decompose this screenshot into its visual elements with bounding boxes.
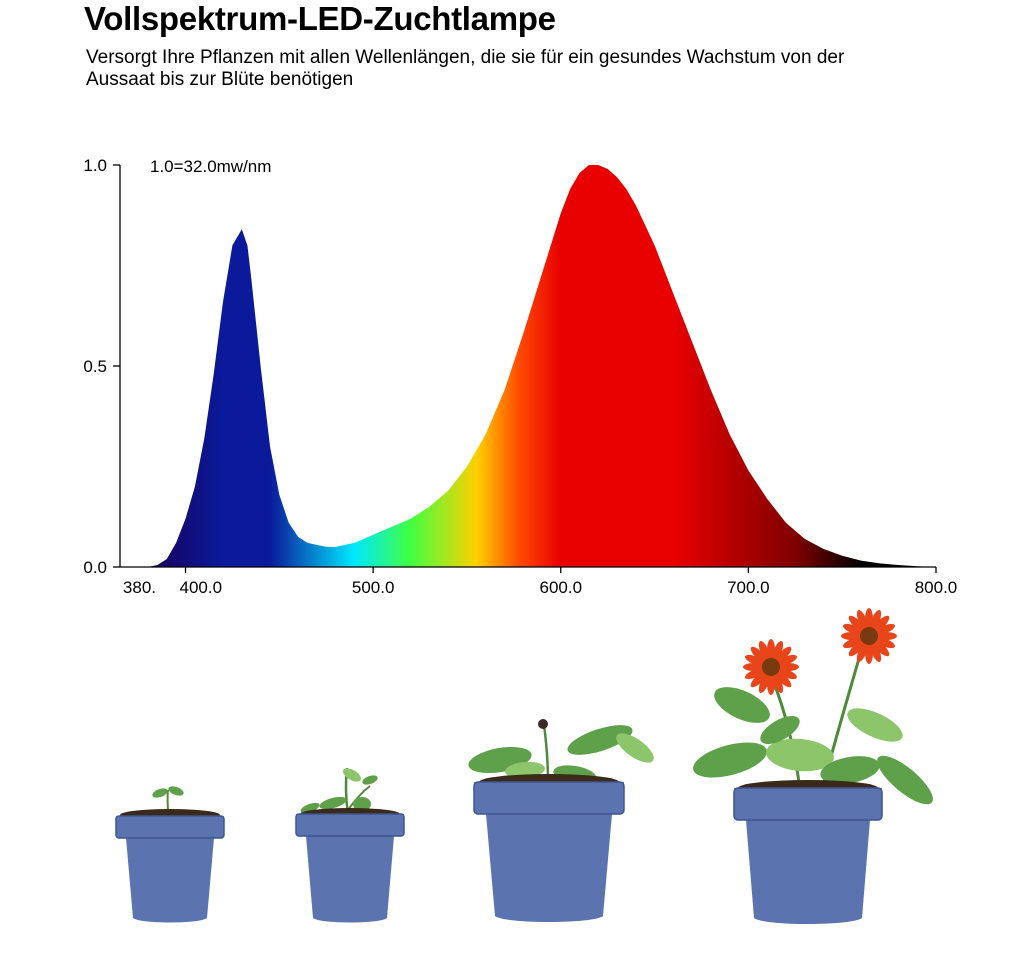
flower-bud bbox=[538, 719, 548, 729]
plot-area: 0.0 0.5 1.0 380. 400.0 500.0 600.0 700.0 800.0 bbox=[83, 156, 957, 597]
spectrum-chart: 0.0 0.5 1.0 380. 400.0 500.0 600.0 700.0 800.0 1… bbox=[83, 156, 957, 597]
petal bbox=[745, 667, 766, 680]
x-tick-label: 600.0 bbox=[539, 578, 582, 597]
petal bbox=[874, 636, 895, 649]
petal bbox=[750, 670, 768, 688]
petal bbox=[776, 667, 797, 680]
petal bbox=[874, 623, 895, 636]
x-tick-label: 800.0 bbox=[915, 578, 958, 597]
gerbera-flower bbox=[841, 608, 897, 664]
petal bbox=[750, 646, 768, 664]
x-tick-label: 380. bbox=[123, 578, 156, 597]
x-tick-label: 700.0 bbox=[727, 578, 770, 597]
petal bbox=[776, 654, 797, 667]
petal bbox=[758, 641, 771, 662]
petal bbox=[872, 615, 890, 633]
y-tick-label: 0.0 bbox=[83, 558, 107, 577]
petal bbox=[869, 610, 882, 631]
petal bbox=[758, 672, 771, 693]
spectrum-area-0 bbox=[148, 165, 936, 567]
petal bbox=[774, 670, 792, 688]
x-tick-label: 500.0 bbox=[352, 578, 395, 597]
petal bbox=[771, 672, 784, 693]
petal bbox=[774, 646, 792, 664]
y-tick-label: 1.0 bbox=[83, 156, 107, 175]
page-title: Vollspektrum-LED-Zuchtlampe bbox=[84, 0, 556, 37]
petal bbox=[771, 641, 784, 662]
petal bbox=[745, 654, 766, 667]
pot-flowering-plant bbox=[693, 608, 933, 924]
plant-growth-illustration bbox=[115, 608, 933, 924]
petal bbox=[848, 615, 866, 633]
petal bbox=[872, 639, 890, 657]
gerbera-flower bbox=[743, 639, 799, 695]
petal bbox=[869, 641, 882, 662]
petal bbox=[843, 636, 864, 649]
petal bbox=[856, 641, 869, 662]
pot-young-plant bbox=[295, 767, 405, 923]
budding-plant bbox=[468, 719, 654, 785]
pot-seedling bbox=[115, 786, 225, 923]
petal bbox=[843, 623, 864, 636]
petal bbox=[848, 639, 866, 657]
page-subtitle: Versorgt Ihre Pflanzen mit allen Wellenl… bbox=[86, 47, 845, 90]
flowering-plant bbox=[693, 608, 933, 805]
pot-budding-plant bbox=[468, 719, 654, 922]
scale-annotation: 1.0=32.0mw/nm bbox=[150, 157, 271, 176]
x-tick-label: 400.0 bbox=[180, 578, 223, 597]
young-plant bbox=[300, 767, 378, 815]
y-tick-label: 0.5 bbox=[83, 357, 107, 376]
petal bbox=[856, 610, 869, 631]
